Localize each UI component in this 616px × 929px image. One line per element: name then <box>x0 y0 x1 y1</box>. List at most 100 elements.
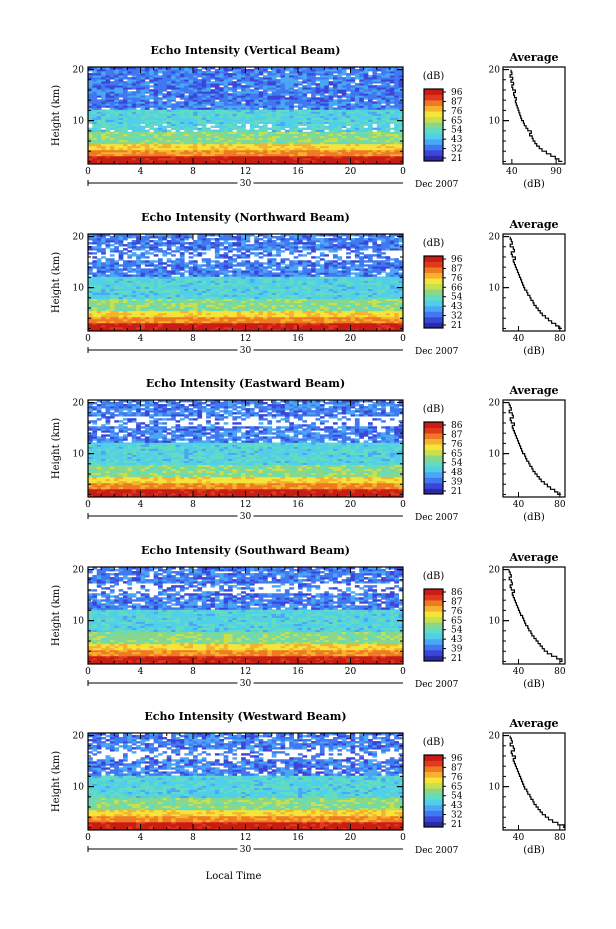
heatmap-cell <box>88 101 93 103</box>
heatmap-cell <box>193 319 198 321</box>
heatmap-cell <box>114 315 119 317</box>
heatmap-cell <box>184 87 189 89</box>
heatmap-cell <box>127 311 132 313</box>
heatmap-cell <box>114 99 119 101</box>
heatmap-cell <box>307 315 312 317</box>
heatmap-cell <box>311 130 316 132</box>
heatmap-cell <box>250 301 255 303</box>
heatmap-cell <box>254 307 259 309</box>
heatmap-cell <box>136 101 141 103</box>
heatmap-cell <box>167 309 172 311</box>
heatmap-cell <box>381 315 386 317</box>
heatmap-cell <box>206 118 211 120</box>
heatmap-cell <box>119 103 124 105</box>
heatmap-cell <box>158 150 163 152</box>
heatmap-cell <box>394 130 399 132</box>
heatmap-cell <box>132 134 137 136</box>
heatmap-cell <box>97 71 102 73</box>
heatmap-cell <box>364 305 369 307</box>
heatmap-cell <box>394 295 399 297</box>
profile-x-tick-label: 40 <box>506 167 518 177</box>
heatmap-cell <box>176 120 181 122</box>
heatmap-cell <box>377 311 382 313</box>
heatmap-cell <box>132 303 137 305</box>
heatmap-cell <box>132 305 137 307</box>
heatmap-cell <box>119 128 124 130</box>
heatmap-cell <box>97 317 102 319</box>
heatmap-cell <box>289 144 294 146</box>
heatmap-cell <box>162 146 167 148</box>
heatmap-cell <box>355 130 360 132</box>
heatmap-cell <box>311 148 316 150</box>
heatmap-cell <box>141 297 146 299</box>
heatmap-cell <box>372 116 377 118</box>
heatmap-cell <box>211 160 216 162</box>
heatmap-cell <box>351 99 356 101</box>
heatmap-cell <box>337 122 342 124</box>
heatmap-cell <box>119 313 124 315</box>
heatmap-cell <box>132 128 137 130</box>
heatmap-cell <box>276 317 281 319</box>
heatmap-cell <box>167 297 172 299</box>
heatmap-cell <box>154 95 159 97</box>
heatmap-cell <box>386 142 391 144</box>
heatmap-cell <box>320 105 325 107</box>
heatmap-cell <box>189 152 194 154</box>
heatmap-cell <box>394 321 399 323</box>
heatmap-cell <box>110 109 115 111</box>
heatmap-cell <box>132 148 137 150</box>
heatmap-cell <box>92 148 97 150</box>
heatmap-cell <box>215 319 220 321</box>
heatmap-cell <box>359 303 364 305</box>
heatmap-cell <box>219 89 224 91</box>
heatmap-cell <box>127 105 132 107</box>
heatmap-cell <box>254 293 259 295</box>
heatmap-cell <box>211 111 216 113</box>
heatmap-cell <box>167 140 172 142</box>
heatmap-cell <box>289 124 294 126</box>
heatmap-cell <box>114 122 119 124</box>
heatmap-cell <box>176 152 181 154</box>
heatmap-cell <box>184 315 189 317</box>
heatmap-cell <box>206 132 211 134</box>
heatmap-cell <box>101 73 106 75</box>
heatmap-cell <box>285 136 290 138</box>
heatmap-cell <box>320 307 325 309</box>
heatmap-cell <box>320 113 325 115</box>
heatmap-cell <box>184 120 189 122</box>
heatmap-cell <box>127 146 132 148</box>
heatmap-cell <box>154 160 159 162</box>
heatmap-cell <box>219 311 224 313</box>
heatmap-cell <box>176 77 181 79</box>
heatmap-cell <box>189 113 194 115</box>
heatmap-cell <box>346 317 351 319</box>
heatmap-cell <box>123 154 128 156</box>
heatmap-cell <box>176 107 181 109</box>
heatmap-cell <box>141 138 146 140</box>
heatmap-cell <box>97 287 102 289</box>
heatmap-cell <box>127 120 132 122</box>
heatmap-cell <box>189 295 194 297</box>
heatmap-cell <box>127 97 132 99</box>
heatmap-cell <box>136 132 141 134</box>
heatmap-cell <box>359 81 364 83</box>
heatmap-cell <box>351 291 356 293</box>
heatmap-cell <box>377 140 382 142</box>
heatmap-cell <box>281 134 286 136</box>
heatmap-cell <box>224 160 229 162</box>
heatmap-cell <box>377 309 382 311</box>
heatmap-cell <box>381 132 386 134</box>
heatmap-cell <box>193 69 198 71</box>
heatmap-cell <box>377 321 382 323</box>
heatmap-cell <box>324 289 329 291</box>
heatmap-cell <box>337 154 342 156</box>
heatmap-cell <box>237 101 242 103</box>
heatmap-cell <box>158 158 163 160</box>
heatmap-cell <box>171 309 176 311</box>
heatmap-cell <box>232 107 237 109</box>
heatmap-cell <box>381 299 386 301</box>
heatmap-cell <box>289 109 294 111</box>
heatmap-cell <box>136 124 141 126</box>
heatmap-cell <box>237 144 242 146</box>
heatmap-cell <box>88 313 93 315</box>
